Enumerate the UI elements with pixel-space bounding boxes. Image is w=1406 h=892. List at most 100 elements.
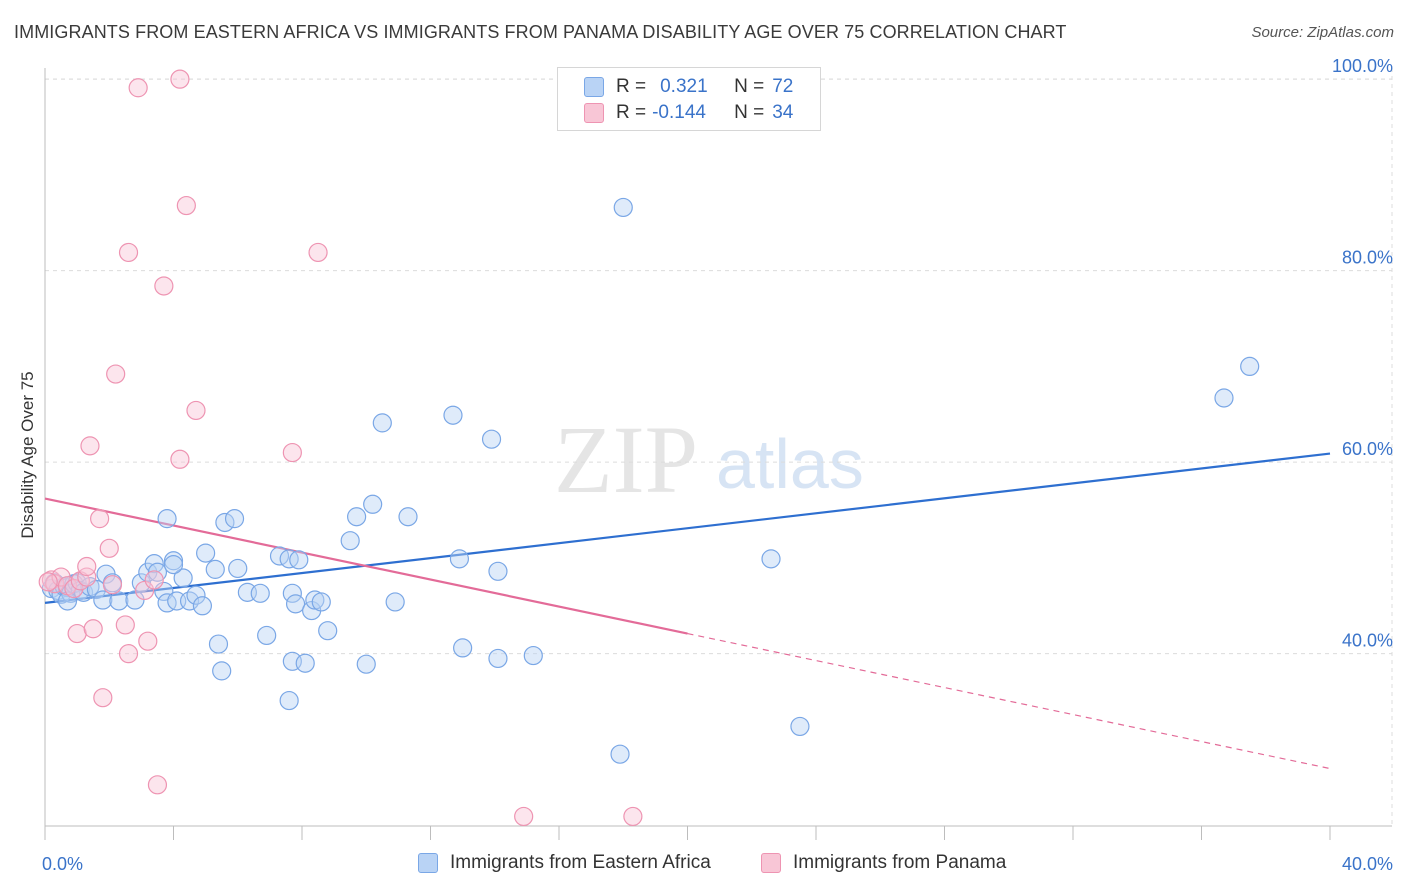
- correlation-legend: R = 0.321 N = 72 R = -0.144 N = 34: [557, 67, 821, 131]
- point-eastern-africa: [279, 690, 299, 711]
- point-eastern-africa: [285, 594, 306, 614]
- point-panama: [64, 578, 84, 599]
- point-panama: [170, 449, 190, 469]
- point-eastern-africa: [289, 550, 309, 570]
- trend-lines: [44, 452, 1331, 770]
- trend-line-eastern-africa: [44, 452, 1331, 604]
- point-panama: [118, 644, 139, 664]
- point-eastern-africa: [453, 638, 473, 658]
- point-panama: [80, 436, 100, 456]
- point-panama: [176, 195, 196, 216]
- legend-swatch-pink: [761, 853, 781, 873]
- series-legend-panama: Immigrants from Panama: [761, 852, 1006, 874]
- point-eastern-africa: [311, 592, 331, 612]
- x-tick-label: 0.0%: [42, 854, 83, 874]
- series-legend-label: Immigrants from Panama: [793, 852, 1007, 873]
- point-eastern-africa: [205, 559, 225, 579]
- point-eastern-africa: [398, 507, 418, 527]
- point-panama: [102, 575, 123, 595]
- point-eastern-africa: [356, 654, 376, 674]
- point-eastern-africa: [215, 512, 235, 533]
- point-eastern-africa: [610, 744, 630, 764]
- point-panama: [144, 570, 164, 590]
- point-eastern-africa: [523, 645, 543, 666]
- legend-n-value: 72: [772, 76, 794, 97]
- point-eastern-africa: [372, 413, 392, 433]
- point-eastern-africa: [196, 543, 216, 563]
- legend-n-label: N =: [734, 76, 765, 97]
- legend-r-label: R =: [616, 76, 647, 97]
- point-eastern-africa: [481, 429, 502, 449]
- point-eastern-africa: [1214, 388, 1234, 408]
- point-eastern-africa: [192, 596, 213, 616]
- point-eastern-africa: [340, 531, 360, 551]
- point-eastern-africa: [443, 405, 463, 425]
- series-legend-eastern-africa: Immigrants from Eastern Africa: [418, 852, 711, 874]
- point-eastern-africa: [228, 558, 248, 579]
- point-eastern-africa: [347, 507, 367, 527]
- point-eastern-africa: [363, 494, 383, 514]
- point-panama: [118, 242, 139, 263]
- legend-r-value: 0.321: [660, 76, 708, 97]
- point-panama: [128, 78, 148, 98]
- legend-r-label: R =: [616, 102, 647, 123]
- point-panama: [134, 580, 155, 601]
- point-eastern-africa: [613, 197, 633, 218]
- point-panama: [67, 623, 87, 644]
- series-legend-label: Immigrants from Eastern Africa: [450, 852, 711, 873]
- point-panama: [308, 242, 328, 263]
- point-panama: [514, 806, 534, 827]
- watermark: ZIP atlas: [554, 406, 864, 513]
- point-eastern-africa: [157, 593, 177, 613]
- legend-row-panama: R = -0.144 N = 34: [558, 100, 793, 126]
- point-panama: [154, 276, 174, 296]
- x-tick-label: 40.0%: [1342, 854, 1393, 874]
- chart-title: IMMIGRANTS FROM EASTERN AFRICA VS IMMIGR…: [14, 22, 1067, 42]
- point-eastern-africa: [57, 591, 78, 611]
- point-eastern-africa: [257, 625, 277, 646]
- y-tick-label: 40.0%: [1342, 631, 1393, 651]
- point-eastern-africa: [318, 621, 338, 641]
- point-panama: [38, 572, 58, 592]
- point-panama: [147, 775, 168, 795]
- point-panama: [77, 556, 97, 577]
- point-eastern-africa: [147, 562, 168, 582]
- source-label: Source: ZipAtlas.com: [1251, 24, 1394, 41]
- point-eastern-africa: [488, 561, 508, 581]
- point-eastern-africa: [282, 583, 302, 603]
- legend-r-value: -0.144: [652, 102, 706, 123]
- y-tick-label: 60.0%: [1342, 439, 1393, 459]
- watermark-atlas: atlas: [716, 425, 864, 503]
- point-panama: [282, 442, 302, 463]
- point-panama: [90, 509, 110, 529]
- legend-swatch-pink: [584, 103, 604, 123]
- watermark-zip: ZIP: [554, 406, 698, 513]
- point-panama: [170, 69, 190, 89]
- tick-labels: 40.0% 60.0% 80.0% 100.0% 0.0% 40.0%: [42, 56, 1393, 874]
- y-axis-label: Disability Age Over 75: [18, 371, 37, 538]
- point-panama: [138, 631, 158, 651]
- legend-n-value: 34: [772, 102, 794, 123]
- point-panama: [93, 688, 113, 708]
- point-eastern-africa: [761, 549, 781, 569]
- point-eastern-africa: [250, 583, 270, 603]
- point-eastern-africa: [279, 549, 299, 569]
- point-eastern-africa: [157, 509, 177, 529]
- trend-line-panama: [44, 497, 688, 635]
- point-panama: [106, 364, 126, 384]
- point-panama: [186, 400, 206, 421]
- point-eastern-africa: [224, 509, 245, 529]
- point-eastern-africa: [186, 585, 206, 605]
- axes: [44, 68, 1393, 840]
- legend-row-eastern-africa: R = 0.321 N = 72: [558, 74, 793, 100]
- point-panama: [83, 619, 103, 639]
- point-eastern-africa: [1240, 356, 1260, 376]
- data-points: [38, 69, 1260, 827]
- y-tick-label: 80.0%: [1342, 248, 1393, 268]
- legend-swatch-blue: [418, 853, 438, 873]
- point-panama: [99, 538, 119, 558]
- point-panama: [77, 567, 97, 587]
- point-eastern-africa: [173, 568, 193, 588]
- legend-swatch-blue: [584, 77, 604, 97]
- legend-n-label: N =: [734, 102, 765, 123]
